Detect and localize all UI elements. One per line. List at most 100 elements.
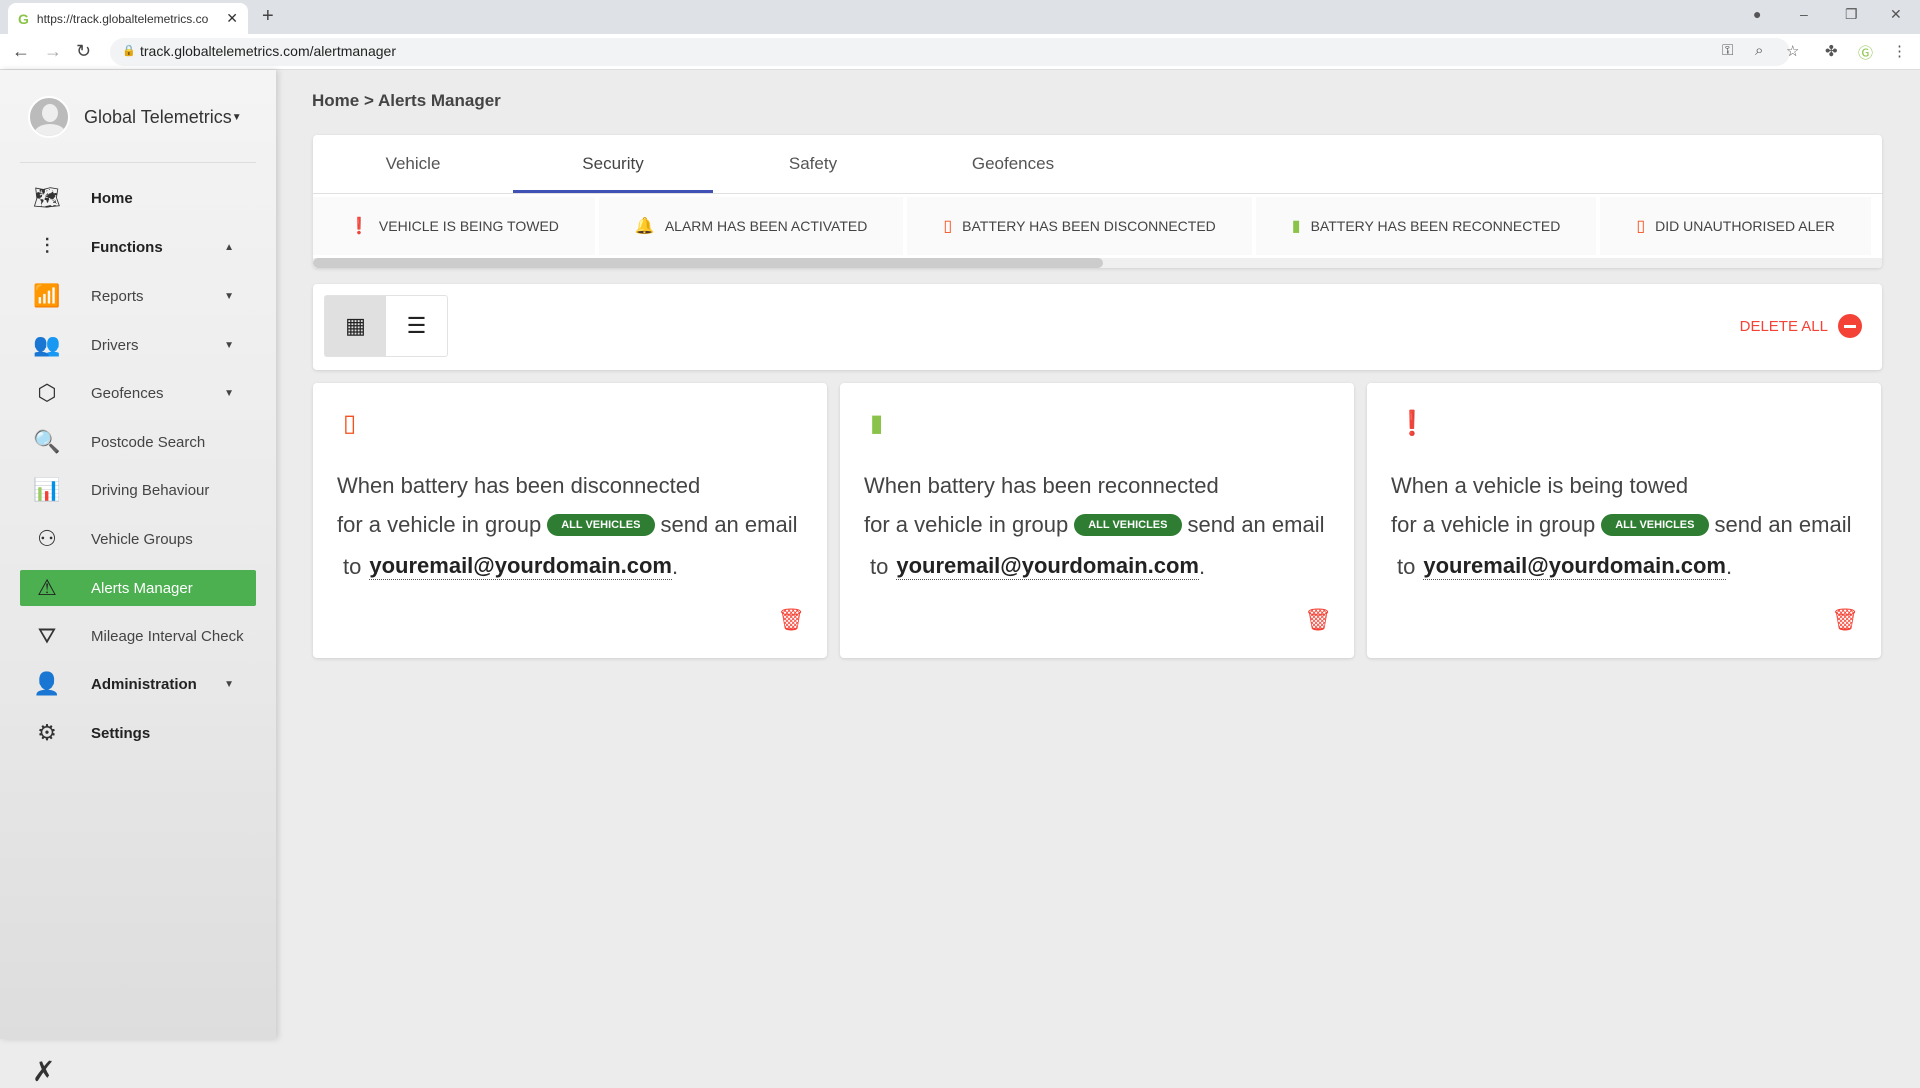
email-link[interactable]: youremail@yourdomain.com bbox=[1423, 553, 1726, 580]
battery-question-icon: ▯ bbox=[943, 218, 953, 235]
sidebar-item-label: Vehicle Groups bbox=[91, 530, 193, 548]
group-badge[interactable]: ALL VEHICLES bbox=[547, 514, 655, 536]
to-label: to bbox=[870, 553, 889, 579]
caret-down-icon: ▼ bbox=[224, 387, 234, 399]
menu-icon[interactable]: ⋮ bbox=[1892, 43, 1907, 60]
grid-view-button[interactable]: ▦ bbox=[325, 296, 386, 356]
alert-type-item[interactable]: ▮ BATTERY HAS BEEN RECONNECTED bbox=[1255, 197, 1597, 255]
sidebar-item-label: Home bbox=[91, 189, 133, 207]
caret-up-icon: ▲ bbox=[224, 241, 234, 253]
tab-vehicle[interactable]: Vehicle bbox=[385, 154, 441, 173]
battery-charging-icon: ▮ bbox=[1291, 218, 1301, 235]
admin-icon: 👤 bbox=[33, 671, 61, 696]
group-prefix: for a vehicle in group bbox=[1391, 512, 1596, 537]
caret-down-icon: ▼ bbox=[231, 111, 242, 123]
alert-type-item[interactable]: ▯ BATTERY HAS BEEN DISCONNECTED bbox=[907, 197, 1252, 255]
battery-charging-icon: ▮ bbox=[870, 410, 884, 437]
alert-type-label: VEHICLE IS BEING TOWED bbox=[378, 218, 559, 234]
gears-icon: ⚙ bbox=[37, 720, 57, 745]
url-text: track.globaltelemetrics.com/alertmanager bbox=[140, 43, 396, 59]
divider bbox=[20, 162, 256, 163]
caret-down-icon: ▼ bbox=[224, 290, 234, 302]
alert-type-item[interactable]: ▯ DID UNAUTHORISED ALER bbox=[1600, 197, 1871, 255]
exclamation-icon: ❗ bbox=[1397, 410, 1427, 437]
view-toggle: ▦ ☰ bbox=[324, 295, 448, 357]
bar-chart-icon: 📊 bbox=[33, 477, 61, 502]
restore-button[interactable]: ❐ bbox=[1845, 6, 1858, 22]
list-icon: ☰ bbox=[406, 313, 427, 338]
delete-all-button[interactable]: DELETE ALL bbox=[1740, 314, 1862, 338]
new-tab-button[interactable]: + bbox=[262, 5, 274, 27]
lock-icon: 🔒 bbox=[122, 45, 136, 57]
grid-icon: ▦ bbox=[345, 313, 366, 338]
group-badge[interactable]: ALL VEHICLES bbox=[1601, 514, 1709, 536]
alert-card: ❗ When a vehicle is being towed for a ve… bbox=[1367, 383, 1881, 658]
sidebar-item-postcode-search[interactable]: 🔍 Postcode Search bbox=[20, 424, 256, 460]
sidebar-item-home[interactable]: 🗺 Home bbox=[20, 180, 256, 216]
scrollbar-thumb[interactable] bbox=[313, 258, 1103, 268]
search-icon: 🔍 bbox=[33, 429, 61, 454]
tab-safety[interactable]: Safety bbox=[788, 154, 838, 173]
sidebar-item-label: Alerts Manager bbox=[91, 579, 193, 597]
horizontal-scrollbar[interactable] bbox=[313, 258, 1882, 268]
key-icon[interactable]: ⚿ bbox=[1722, 42, 1734, 59]
tab-geofences[interactable]: Geofences bbox=[971, 154, 1055, 173]
sidebar-item-drivers[interactable]: 👥 Drivers ▼ bbox=[20, 327, 256, 363]
sidebar-item-vehicle-groups[interactable]: ⚇ Vehicle Groups bbox=[20, 521, 256, 557]
sidebar-item-alerts-manager[interactable]: ⚠ Alerts Manager bbox=[20, 570, 256, 606]
extensions-icon[interactable]: ✤ bbox=[1825, 43, 1838, 60]
action-text: send an email bbox=[660, 512, 798, 537]
list-view-button[interactable]: ☰ bbox=[386, 296, 447, 356]
alert-type-tabs: Vehicle Security Safety Geofences ❗ VEHICLE … bbox=[313, 135, 1882, 268]
trash-icon[interactable]: 🗑 bbox=[1304, 607, 1332, 632]
divider bbox=[313, 193, 1882, 194]
toolbar: ▦ ☰ DELETE ALL bbox=[313, 284, 1882, 370]
alert-type-item[interactable]: 🔔 ALARM HAS BEEN ACTIVATED bbox=[598, 197, 904, 255]
tab-security[interactable]: Security bbox=[513, 135, 713, 193]
alert-title: When battery has been disconnected bbox=[337, 473, 701, 498]
address-bar-row: ← → ↻ 🔒 track.globaltelemetrics.com/alert… bbox=[0, 34, 1920, 70]
sidebar-item-driving-behaviour[interactable]: 📊 Driving Behaviour bbox=[20, 472, 256, 508]
group-badge[interactable]: ALL VEHICLES bbox=[1074, 514, 1182, 536]
profile-icon[interactable]: ● bbox=[1753, 6, 1762, 22]
zoom-icon[interactable]: ⌕ bbox=[1755, 42, 1764, 59]
minimize-button[interactable]: – bbox=[1800, 6, 1808, 22]
alert-type-label: DID UNAUTHORISED ALER bbox=[1655, 218, 1835, 234]
forward-icon[interactable]: → bbox=[44, 41, 62, 61]
alert-card: ▯ When battery has been disconnected for… bbox=[313, 383, 827, 658]
door-icon: ▯ bbox=[1636, 218, 1646, 235]
close-window-button[interactable]: ✕ bbox=[1890, 6, 1902, 22]
close-tab-icon[interactable]: ✕ bbox=[226, 10, 238, 26]
email-link[interactable]: youremail@yourdomain.com bbox=[369, 553, 672, 580]
star-icon[interactable]: ☆ bbox=[1786, 43, 1800, 60]
delete-all-label: DELETE ALL bbox=[1739, 317, 1828, 335]
sidebar-item-administration[interactable]: 👤 Administration ▼ bbox=[20, 666, 256, 702]
road-icon: ⛛ bbox=[37, 623, 57, 648]
sidebar-item-label: Functions bbox=[91, 238, 163, 256]
sidebar-item-label: Geofences bbox=[91, 384, 164, 402]
alert-title: When battery has been reconnected bbox=[864, 473, 1219, 498]
sidebar-item-mileage-interval-check[interactable]: ⛛ Mileage Interval Check bbox=[20, 618, 256, 654]
sidebar-item-functions[interactable]: ⫶ Functions ▲ bbox=[20, 229, 256, 265]
sidebar-item-reports[interactable]: 📶 Reports ▼ bbox=[20, 278, 256, 314]
alert-type-item[interactable]: ❗ VEHICLE IS BEING TOWED bbox=[313, 197, 595, 255]
alert-title: When a vehicle is being towed bbox=[1391, 473, 1689, 498]
sidebar-item-geofences[interactable]: ⬡ Geofences ▼ bbox=[20, 375, 256, 411]
exclamation-icon: ❗ bbox=[349, 218, 369, 235]
tab-title: https://track.globaltelemetrics.co bbox=[36, 11, 209, 26]
sidebar-item-label: Postcode Search bbox=[91, 433, 206, 451]
trash-icon[interactable]: 🗑 bbox=[777, 607, 805, 632]
back-icon[interactable]: ← bbox=[12, 41, 30, 61]
url-input[interactable]: 🔒 track.globaltelemetrics.com/alertmanage… bbox=[110, 38, 1790, 66]
pin-icon[interactable]: ✗ bbox=[32, 1056, 56, 1087]
reload-icon[interactable]: ↻ bbox=[76, 41, 92, 61]
trash-icon[interactable]: 🗑 bbox=[1831, 607, 1859, 632]
sidebar-item-settings[interactable]: ⚙ Settings bbox=[20, 715, 256, 751]
sidebar-item-label: Driving Behaviour bbox=[91, 481, 210, 499]
email-link[interactable]: youremail@yourdomain.com bbox=[896, 553, 1199, 580]
user-menu[interactable]: Global Telemetrics ▼ bbox=[28, 96, 242, 138]
alert-card: ▮ When battery has been reconnected for … bbox=[840, 383, 1354, 658]
group-prefix: for a vehicle in group bbox=[864, 512, 1069, 537]
extension-g-icon[interactable]: Ⓖ bbox=[1858, 45, 1874, 62]
